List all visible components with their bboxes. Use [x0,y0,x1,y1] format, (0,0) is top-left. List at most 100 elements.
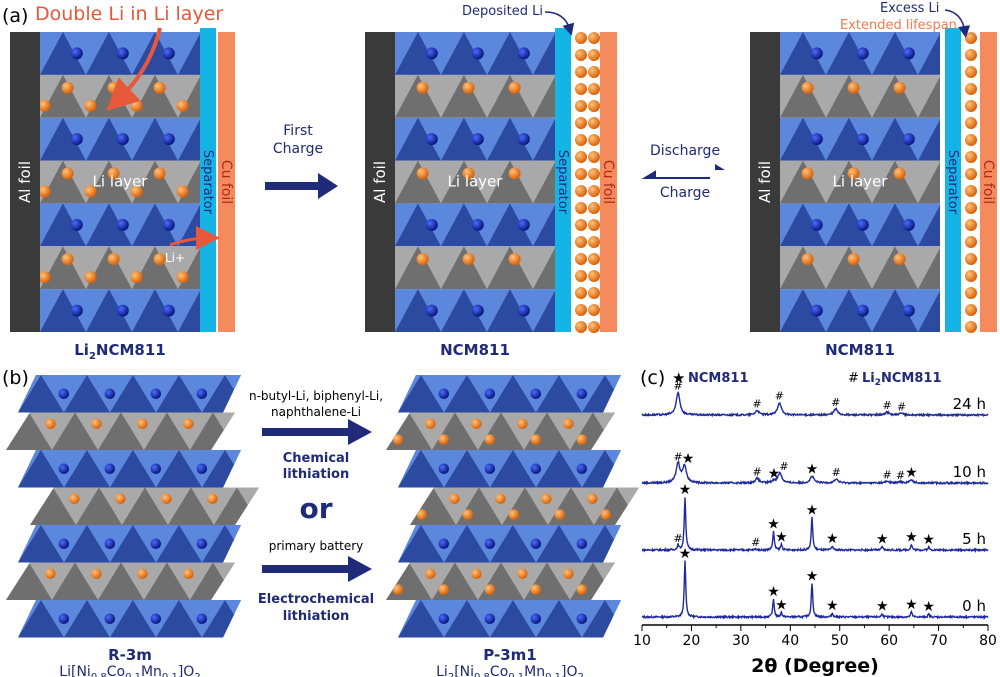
transition-metal-atom [104,463,116,474]
deposited-li-atom [575,32,587,44]
left-formula: Li[Ni0.8Co0.1Mn0.1]O2 [59,664,200,677]
li-atom [449,493,460,504]
li-atom [554,509,566,520]
deposited-li-atom [965,100,977,112]
panel-b: (b) R-3m Li[Ni0.8Co0.1Mn0.1]O2 P-3m1 Li2… [2,367,639,677]
transition-metal-atom [116,47,129,60]
deposited-li-atom [575,100,587,112]
deposited-li-atom [588,83,600,95]
ncm811-peak-marker: ★ [679,482,692,498]
deposited-li-atom [575,117,587,129]
deposited-li-atom [965,321,977,333]
crystal-row [395,160,555,204]
li-atom [183,418,194,429]
xrd-pattern-0h [641,560,989,621]
li-atom [84,271,97,284]
deposited-li-atom [575,49,587,61]
deposited-li-atom [588,304,600,316]
transition-metal-atom [517,47,530,60]
x-tick-label: 50 [831,633,849,649]
crystal-row [780,203,940,247]
deposited-li-atom [965,304,977,316]
transition-metal-atom [196,463,208,474]
transition-metal-atom [162,47,175,60]
transition-metal-atom [196,388,208,399]
ncm811-peak-marker: ★ [905,597,918,613]
chemical-line2: lithiation [283,467,349,482]
transition-metal-atom [484,538,496,549]
transition-metal-atom [116,304,129,317]
crystal-layer [398,450,621,488]
li2ncm811-peak-marker: # [779,460,788,473]
ncm811-peak-marker: ★ [682,451,695,467]
crystal-layer [18,450,241,488]
crystal-row [780,246,940,290]
deposited-li-atom [588,270,600,282]
deposited-li-atom [588,151,600,163]
deposited-li-label: Deposited Li [462,4,543,19]
p3m1-crystal-structure [386,375,639,638]
deposited-li-atom [575,83,587,95]
deposited-li-atom [965,151,977,163]
deposited-li-atom [575,202,587,214]
li-atom [416,509,428,520]
li-atom [462,253,475,266]
first-charge-arrow-icon [265,173,338,199]
crystal-row [395,246,555,290]
li-atom [416,167,429,180]
li-atom [392,434,404,445]
deposited-li-atom [965,270,977,282]
transition-metal-atom [150,463,162,474]
li-atom [176,99,189,112]
legend-ncm811: NCM811 [688,371,749,386]
transition-metal-atom [810,47,823,60]
xrd-pattern-10h [641,460,989,486]
transition-metal-atom [530,463,542,474]
li-atom [462,81,475,94]
right-formula: Li2[Ni0.8Co0.1Mn0.1]O2 [436,664,584,677]
li-atom [801,167,814,180]
crystal-row [780,74,940,118]
crystal-layer [6,412,235,450]
li-atom [416,81,429,94]
li-atom [176,185,189,198]
li-layer-label: Li layer [833,172,889,190]
deposited-li-atom [965,49,977,61]
deposited-li-atom [575,185,587,197]
li-atom [153,167,166,180]
double-li-annotation: Double Li in Li layer [35,3,223,25]
deposited-li-atom [965,117,977,129]
transition-metal-atom [438,463,450,474]
cu-foil-label: Cu foil [980,160,996,204]
li-atom [91,568,102,579]
crystal-layer [386,562,615,600]
li-atom [91,418,102,429]
transition-metal-atom [58,538,70,549]
li-atom [40,185,51,198]
li-atom [176,271,189,284]
transition-metal-atom [471,133,484,146]
li-atom [45,568,56,579]
li-atom [801,253,814,266]
transition-metal-atom [576,613,588,624]
transition-metal-atom [425,47,438,60]
crystal-row [780,160,940,204]
li-atom [563,568,574,579]
battery-cell-1: Al foil Separator Cu foil Li layer Li2NCM811 [10,28,235,362]
li-atom [425,568,436,579]
transition-metal-atom [58,388,70,399]
transition-metal-atom [856,47,869,60]
crystal-layer [398,525,621,563]
li2ncm811-peak-marker: # [883,468,892,481]
crystal-row [40,160,200,204]
crystal-row [780,289,940,332]
li-atom [893,81,906,94]
li-atom [600,509,612,520]
ncm811-peak-marker: ★ [679,546,692,562]
x-tick-label: 30 [732,633,750,649]
series-label: 10 h [953,463,986,481]
transition-metal-atom [902,304,915,317]
li2ncm811-peak-marker: # [673,450,682,463]
deposited-li-atom [588,66,600,78]
li-atom [462,509,474,520]
